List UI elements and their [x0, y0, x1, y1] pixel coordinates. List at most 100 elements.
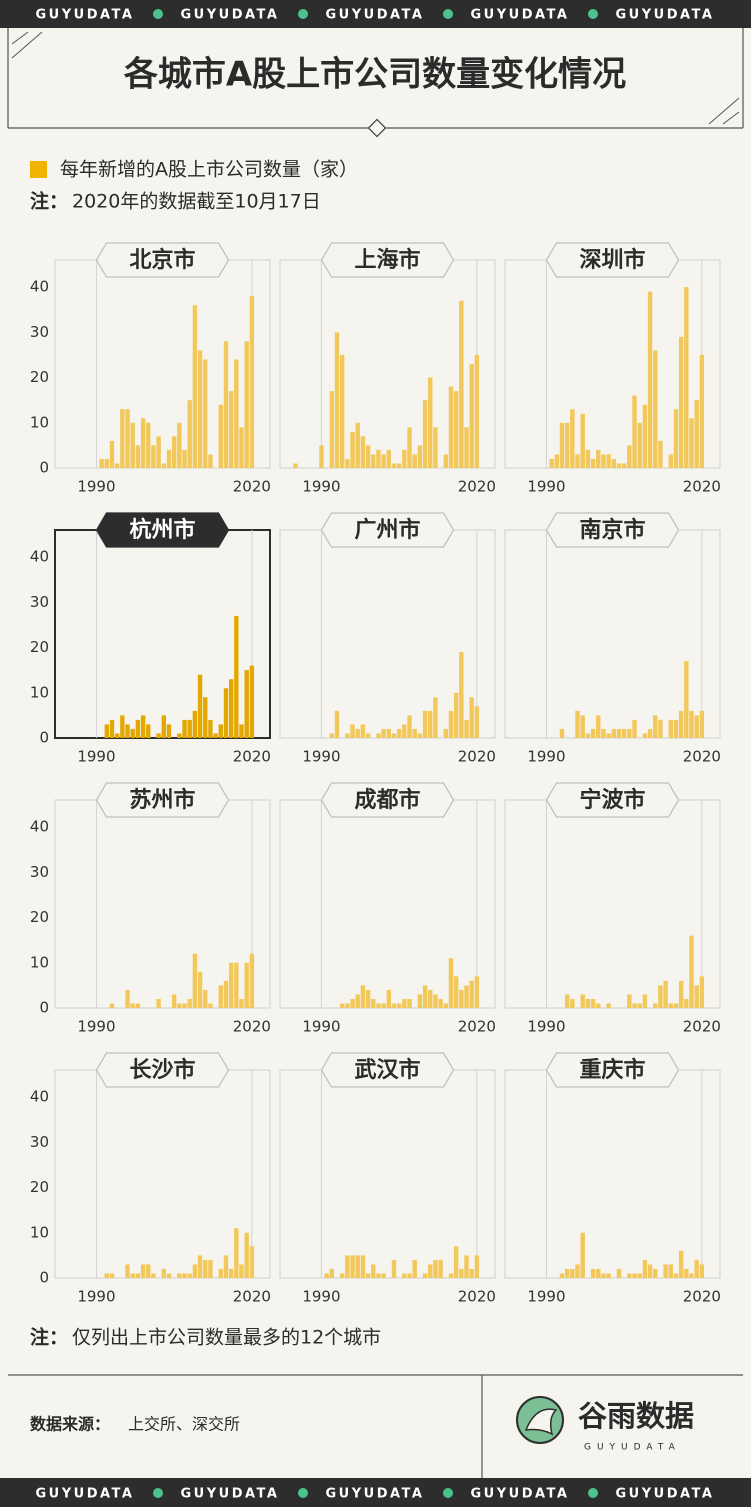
- bar: [203, 359, 208, 468]
- bar: [130, 1003, 135, 1008]
- title: 各城市A股上市公司数量变化情况: [124, 55, 626, 95]
- bar: [381, 1003, 386, 1008]
- bar: [223, 1255, 229, 1278]
- bar: [360, 724, 366, 738]
- bar: [585, 449, 591, 468]
- bar: [428, 989, 433, 1008]
- x-tick-label: 2020: [683, 748, 721, 766]
- bar: [130, 422, 135, 468]
- bar: [177, 1273, 182, 1278]
- legend-swatch: [30, 161, 47, 178]
- bar: [474, 976, 480, 1008]
- bar: [684, 287, 689, 468]
- top-banner: [0, 0, 751, 28]
- bar: [658, 440, 663, 468]
- x-tick-label: 1990: [77, 478, 115, 496]
- bar: [647, 291, 653, 468]
- bar: [601, 1273, 606, 1278]
- panel-tag: [545, 782, 680, 818]
- bar: [350, 1255, 355, 1278]
- bar: [433, 994, 438, 1008]
- y-tick-label: 30: [30, 593, 49, 611]
- bar: [474, 354, 480, 468]
- bar: [459, 1268, 464, 1278]
- panel-title: 杭州市: [129, 517, 195, 543]
- bar: [554, 454, 560, 468]
- bar: [474, 1255, 480, 1278]
- source: 上交所、深交所: [128, 1415, 240, 1434]
- y-tick-label: 40: [30, 1088, 49, 1106]
- bar: [135, 719, 141, 738]
- bar: [135, 445, 141, 468]
- bar: [234, 359, 239, 468]
- banner-text: GUYUDATA: [616, 1487, 715, 1502]
- bottom-banner: [0, 1478, 751, 1507]
- bar: [125, 989, 130, 1008]
- bar: [699, 1264, 705, 1278]
- bar: [464, 719, 469, 738]
- bar: [345, 733, 350, 738]
- bar: [355, 994, 360, 1008]
- banner-text: GUYUDATA: [36, 1487, 135, 1502]
- x-tick-label: 2020: [458, 1018, 496, 1036]
- banner-text: GUYUDATA: [326, 8, 425, 23]
- plot-frame: [504, 1069, 721, 1279]
- panel-title: 武汉市: [354, 1057, 420, 1083]
- bar: [575, 1264, 580, 1278]
- y-tick-label: 10: [30, 683, 49, 701]
- bar: [694, 400, 699, 468]
- bar: [218, 724, 223, 738]
- bar: [334, 332, 340, 468]
- bar: [376, 733, 381, 738]
- banner-dot: [443, 9, 453, 19]
- bar: [197, 1255, 203, 1278]
- bar: [402, 1273, 407, 1278]
- panel-tag: [545, 1052, 680, 1088]
- bar: [203, 697, 208, 738]
- bar: [575, 454, 580, 468]
- logo-text: 谷雨数据: [578, 1399, 694, 1433]
- bar: [596, 715, 601, 738]
- bar: [407, 715, 412, 738]
- bar: [396, 728, 402, 738]
- panel-title: 南京市: [579, 517, 645, 543]
- bar: [249, 953, 255, 1008]
- bar: [412, 454, 417, 468]
- bar: [653, 350, 658, 468]
- bar: [376, 1273, 381, 1278]
- bar: [559, 1273, 565, 1278]
- bar: [621, 728, 627, 738]
- bar: [386, 989, 391, 1008]
- bar: [109, 440, 115, 468]
- bar: [647, 728, 653, 738]
- bar: [187, 400, 192, 468]
- bar: [464, 985, 469, 1008]
- bar: [371, 454, 376, 468]
- bar: [417, 994, 423, 1008]
- bar: [239, 998, 244, 1008]
- bar: [120, 715, 125, 738]
- bar: [234, 615, 239, 738]
- bar: [616, 728, 622, 738]
- bar: [407, 1273, 412, 1278]
- banner-text: GUYUDATA: [181, 8, 280, 23]
- bar: [684, 1268, 689, 1278]
- bar: [203, 1259, 208, 1278]
- bar: [663, 1264, 668, 1278]
- bar: [580, 413, 585, 468]
- bar: [130, 728, 135, 738]
- bar: [161, 463, 166, 468]
- bar: [360, 1255, 366, 1278]
- bar: [151, 1273, 156, 1278]
- bar: [596, 1003, 601, 1008]
- bar: [606, 733, 611, 738]
- bar: [448, 710, 454, 738]
- bar: [365, 445, 371, 468]
- bar: [391, 1003, 397, 1008]
- bar: [658, 985, 663, 1008]
- bar: [371, 1264, 376, 1278]
- bar: [177, 422, 182, 468]
- bar: [239, 427, 244, 468]
- bar: [417, 445, 423, 468]
- bar: [422, 710, 428, 738]
